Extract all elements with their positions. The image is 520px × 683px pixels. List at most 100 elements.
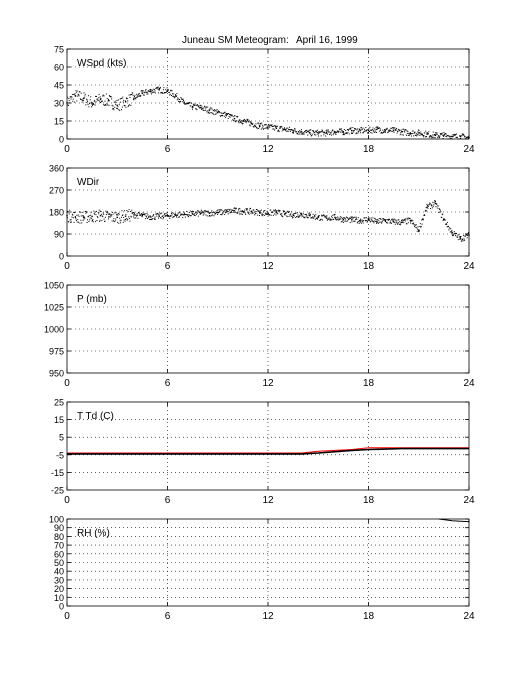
observation-point [221, 209, 223, 211]
observation-point [277, 130, 279, 132]
observation-point [398, 129, 400, 131]
observation-point [124, 220, 126, 222]
data-point [359, 219, 361, 222]
observation-point [307, 217, 309, 219]
observation-point [159, 217, 161, 219]
observation-point [274, 129, 276, 131]
observation-point [400, 132, 402, 134]
observation-point [138, 93, 140, 95]
observation-point [377, 126, 379, 128]
figure-title: Juneau SM Meteogram: [182, 35, 289, 46]
observation-point [166, 215, 168, 217]
observation-point [191, 102, 193, 104]
observation-point [262, 214, 264, 216]
observation-point [281, 130, 283, 132]
data-point [116, 216, 118, 219]
observation-point [466, 237, 468, 239]
y-tick-label: 180 [49, 208, 64, 218]
observation-point [394, 221, 396, 223]
observation-point [221, 114, 223, 116]
observation-point [340, 221, 342, 223]
observation-point [388, 129, 390, 131]
observation-point [305, 216, 307, 218]
observation-point [375, 126, 377, 128]
observation-point [181, 98, 183, 100]
observation-point [193, 104, 195, 106]
observation-point [179, 101, 181, 103]
observation-point [74, 211, 76, 213]
observation-point [454, 232, 456, 234]
observation-point [147, 90, 149, 92]
observation-point [347, 131, 349, 133]
observation-point [107, 100, 109, 102]
observation-point [238, 207, 240, 209]
observation-point [204, 210, 206, 212]
y-tick-label: 20 [54, 584, 64, 594]
data-point [150, 90, 152, 92]
observation-point [66, 96, 68, 98]
observation-point [392, 218, 394, 220]
observation-point [188, 214, 190, 216]
observation-point [242, 119, 244, 121]
observation-point [144, 213, 146, 215]
observation-point [385, 219, 387, 221]
observation-point [462, 240, 464, 242]
observation-point [291, 211, 293, 213]
observation-point [198, 210, 200, 212]
observation-point [355, 218, 357, 220]
observation-point [220, 115, 222, 117]
observation-point [247, 120, 249, 122]
observation-point [243, 118, 245, 120]
observation-point [438, 207, 440, 209]
observation-point [186, 102, 188, 104]
observation-point [423, 215, 425, 217]
observation-point [127, 100, 129, 102]
observation-point [343, 134, 345, 136]
observation-point [85, 210, 87, 212]
x-tick-label: 18 [363, 611, 375, 622]
observation-point [299, 214, 301, 216]
observation-point [375, 131, 377, 133]
observation-point [251, 210, 253, 212]
observation-point [168, 92, 170, 94]
observation-point [346, 133, 348, 135]
data-point [384, 219, 386, 222]
data-point [409, 132, 412, 134]
observation-point [70, 96, 72, 98]
observation-point [330, 132, 332, 134]
observation-point [334, 217, 336, 219]
observation-point [155, 213, 157, 215]
observation-point [239, 208, 241, 210]
data-point [292, 214, 294, 216]
observation-point [443, 218, 445, 220]
observation-point [309, 129, 311, 131]
observation-point [423, 214, 425, 216]
observation-point [165, 89, 167, 91]
observation-point [358, 223, 360, 225]
observation-point [157, 213, 159, 215]
observation-point [296, 131, 298, 133]
observation-point [275, 210, 277, 212]
observation-point [246, 118, 248, 120]
observation-point [351, 133, 353, 135]
observation-point [126, 219, 128, 221]
observation-point [393, 218, 395, 220]
observation-point [436, 203, 438, 205]
observation-point [70, 221, 72, 223]
observation-point [229, 116, 231, 118]
observation-point [403, 219, 405, 221]
observation-point [372, 129, 374, 131]
observation-point [461, 135, 463, 137]
observation-point [276, 125, 278, 127]
observation-point [448, 135, 450, 137]
observation-point [360, 126, 362, 128]
observation-point [295, 212, 297, 214]
observation-point [107, 213, 109, 215]
observation-point [235, 208, 237, 210]
observation-point [222, 115, 224, 117]
observation-point [155, 87, 157, 89]
observation-point [87, 95, 89, 97]
observation-point [151, 90, 153, 92]
observation-point [213, 109, 215, 111]
observation-point [215, 212, 217, 214]
